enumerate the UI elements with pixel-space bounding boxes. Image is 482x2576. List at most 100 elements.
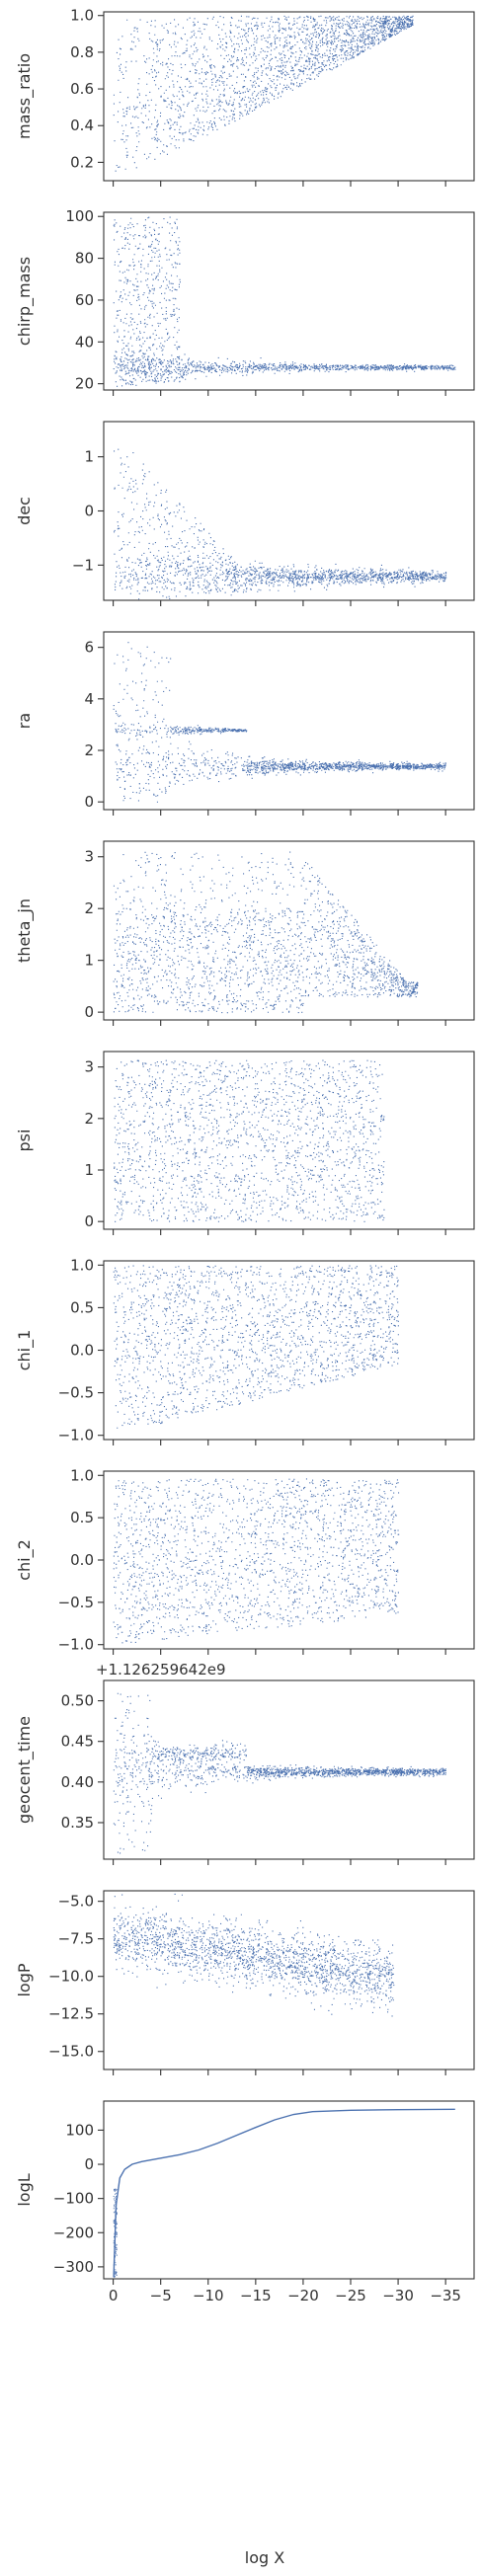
x-tick-label: −35 (430, 2287, 461, 2304)
axes-frame-psi (103, 1051, 475, 1230)
y-tick-label-psi: 2 (84, 1110, 94, 1128)
y-tick-label-chirp-mass: 100 (65, 207, 94, 225)
x-tick-label: −5 (150, 2287, 172, 2304)
y-tick-label-chi-1: 1.0 (70, 1256, 94, 1274)
y-tick-label-chi-1: −0.5 (58, 1384, 94, 1402)
y-tick-label-logp: −7.5 (58, 1930, 94, 1948)
y-axis-label-logl: logL (15, 2173, 34, 2206)
y-tick-label-ra: 0 (84, 793, 94, 811)
panel-chirp-mass: 20 40 60 80 100 chirp_mass (15, 207, 475, 396)
y-tick-label-logl: −300 (53, 2258, 94, 2276)
y-tick-label-chi-1: −1.0 (58, 1427, 94, 1444)
y-axis-label-theta-jn: theta_jn (15, 898, 35, 963)
x-axis-label: log X (245, 2548, 284, 2567)
scatter-points-chirp-mass (113, 216, 456, 387)
y-tick-label-chirp-mass: 80 (75, 250, 94, 268)
scatter-points-chi-1 (113, 1265, 399, 1429)
scatter-points-geocent-time (113, 1692, 446, 1854)
y-tick-label-chi-2: 0.5 (70, 1509, 94, 1526)
axes-frame-mass-ratio (103, 11, 475, 182)
y-tick-label-mass-ratio: 1.0 (70, 7, 94, 25)
panel-logl: 0 −5 −10 −15 −20 −25 −30 −35 100 0 −100 −200 −300 log… (15, 2100, 475, 2304)
y-tick-label-chi-1: 0.0 (70, 1342, 94, 1360)
axes-frame-dec (103, 421, 475, 601)
y-tick-label-chirp-mass: 60 (75, 291, 94, 309)
y-axis-label-chi-1: chi_1 (15, 1330, 35, 1371)
y-tick-label-mass-ratio: 0.6 (70, 80, 94, 98)
y-tick-label-chi-1: 0.5 (70, 1298, 94, 1316)
y-tick-label-chi-2: −1.0 (58, 1636, 94, 1654)
y-axis-label-chirp-mass: chirp_mass (15, 257, 35, 346)
panel-dec: −1 0 1 dec (15, 421, 475, 606)
axes-frame-geocent-time (103, 1679, 475, 1860)
panel-chi-2: −1.0 −0.5 0.0 0.5 1.0 chi_2 (15, 1466, 475, 1655)
axes-frame-chirp-mass (103, 211, 475, 391)
panel-ra: 0 2 4 6 ra (15, 631, 475, 816)
y-tick-label-theta-jn: 1 (84, 952, 94, 970)
y-tick-label-logl: −100 (53, 2190, 94, 2208)
y-tick-label-dec: −1 (72, 556, 94, 574)
y-tick-label-logp: −10.0 (48, 1968, 94, 1986)
y-tick-label-psi: 0 (84, 1212, 94, 1230)
scatter-points-logp (113, 1893, 395, 2017)
y-tick-label-psi: 3 (84, 1058, 94, 1076)
y-axis-label-dec: dec (15, 497, 34, 525)
y-tick-label-geocent-time: 0.40 (61, 1773, 94, 1791)
y-tick-label-logp: −15.0 (48, 2043, 94, 2061)
y-tick-label-chirp-mass: 40 (75, 333, 94, 351)
y-offset-text-geocent-time: +1.126259642e9 (96, 1661, 226, 1678)
x-tick-label: −25 (335, 2287, 366, 2304)
axes-frame-ra (103, 631, 475, 811)
y-tick-label-theta-jn: 3 (84, 848, 94, 866)
y-tick-label-geocent-time: 0.45 (61, 1733, 94, 1751)
panel-logp: −5.0 −7.5 −10.0 −12.5 −15.0 logP (15, 1890, 475, 2075)
y-tick-label-mass-ratio: 0.8 (70, 43, 94, 61)
y-tick-label-mass-ratio: 0.2 (70, 153, 94, 171)
y-tick-label-chi-2: −0.5 (58, 1594, 94, 1611)
y-tick-label-theta-jn: 0 (84, 1003, 94, 1021)
scatter-points-theta-jn (113, 851, 419, 1014)
scatter-points-psi (114, 1059, 385, 1222)
axes-frame-chi-1 (103, 1260, 475, 1441)
y-tick-label-logp: −5.0 (58, 1893, 94, 1911)
y-tick-label-mass-ratio: 0.4 (70, 117, 94, 134)
x-tick-label: 0 (109, 2287, 119, 2304)
scatter-points-mass-ratio (113, 15, 414, 172)
scatter-points-dec (114, 448, 447, 601)
panel-chi-1: −1.0 −0.5 0.0 0.5 1.0 chi_1 (15, 1256, 475, 1445)
y-tick-label-geocent-time: 0.35 (61, 1814, 94, 1832)
axes-frame-logl (103, 2100, 475, 2280)
x-tick-label: −10 (193, 2287, 224, 2304)
panel-theta-jn: 0 1 2 3 theta_jn (15, 840, 475, 1026)
y-axis-label-psi: psi (15, 1130, 34, 1152)
y-axis-label-geocent-time: geocent_time (15, 1716, 35, 1824)
y-tick-label-ra: 6 (84, 639, 94, 657)
x-tick-label: −15 (240, 2287, 272, 2304)
panel-psi: 0 1 2 3 psi (15, 1051, 475, 1235)
y-tick-label-logl: −200 (53, 2224, 94, 2241)
y-axis-label-mass-ratio: mass_ratio (15, 53, 35, 139)
y-tick-label-ra: 4 (84, 690, 94, 708)
y-tick-label-chi-2: 1.0 (70, 1466, 94, 1484)
y-axis-label-chi-2: chi_2 (15, 1539, 35, 1581)
y-tick-label-chirp-mass: 20 (75, 375, 94, 393)
y-tick-label-chi-2: 0.0 (70, 1551, 94, 1569)
y-tick-label-dec: 1 (84, 448, 94, 466)
y-tick-label-geocent-time: 0.50 (61, 1692, 94, 1710)
y-tick-label-logl: 100 (65, 2121, 94, 2139)
panel-geocent-time: 0.35 0.40 0.45 0.50 geocent_time +1.126259642… (15, 1661, 475, 1865)
y-tick-label-logl: 0 (84, 2155, 94, 2173)
x-tick-label: −30 (382, 2287, 414, 2304)
x-tick-label: −20 (287, 2287, 319, 2304)
y-tick-label-dec: 0 (84, 503, 94, 520)
axes-frame-theta-jn (103, 840, 475, 1021)
y-tick-label-logp: −12.5 (48, 2005, 94, 2023)
y-axis-label-ra: ra (15, 713, 34, 729)
y-axis-label-logp: logP (15, 1963, 34, 1996)
y-tick-label-psi: 1 (84, 1161, 94, 1179)
line-points-logl (113, 2188, 118, 2278)
scatter-points-chi-2 (113, 1478, 400, 1644)
scatter-points-ra (113, 642, 446, 803)
y-tick-label-ra: 2 (84, 742, 94, 759)
